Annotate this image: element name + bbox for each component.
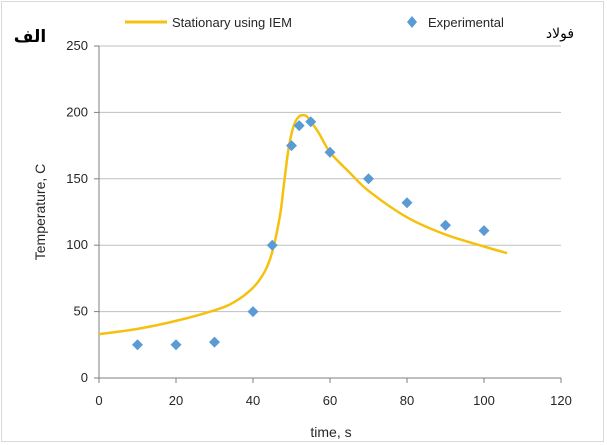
x-tick-label-80: 80: [400, 393, 414, 408]
x-tick-label-40: 40: [246, 393, 260, 408]
y-axis-title: Temperature, C: [32, 164, 48, 260]
data-point-1-8: [324, 146, 336, 158]
x-tick-label-120: 120: [550, 393, 572, 408]
x-tick-label-20: 20: [169, 393, 183, 408]
legend-label-scatter: Experimental: [428, 15, 504, 30]
data-point-1-9: [363, 173, 374, 185]
series-line-0: [98, 113, 508, 336]
y-tick-label-50: 50: [74, 304, 88, 319]
data-point-1-0: [132, 339, 143, 351]
data-point-1-10: [401, 197, 413, 209]
data-point-1-4: [266, 239, 278, 251]
data-point-1-1: [170, 339, 182, 351]
legend-label-line: Stationary using IEM: [172, 15, 292, 30]
tick-labels: 0 50 100 150 200 250 0 20 40 60 80 100 120: [66, 38, 572, 408]
data-point-1-11: [440, 219, 451, 231]
series-markers: [132, 116, 490, 351]
data-point-1-7: [305, 116, 317, 128]
data-point-1-6: [293, 120, 305, 132]
x-tick-label-0: 0: [95, 393, 102, 408]
x-axis-title: time, s: [310, 424, 351, 440]
data-point-1-12: [478, 225, 490, 237]
legend-swatch-diamond: [407, 16, 417, 28]
data-point-1-3: [247, 306, 259, 318]
y-tick-label-0: 0: [81, 370, 88, 385]
legend: Stationary using IEM Experimental: [125, 15, 504, 30]
gridlines: [99, 45, 561, 313]
y-tick-label-150: 150: [66, 171, 88, 186]
x-tick-label-100: 100: [473, 393, 495, 408]
data-point-1-2: [209, 336, 220, 348]
axes: [94, 45, 562, 383]
x-tick-label-60: 60: [323, 393, 337, 408]
series-lines: [98, 113, 508, 336]
y-tick-label-200: 200: [66, 104, 88, 119]
y-tick-label-250: 250: [66, 38, 88, 53]
y-tick-label-100: 100: [66, 237, 88, 252]
material-label: فولاد: [546, 26, 574, 42]
panel-label: الف: [14, 27, 46, 47]
data-point-1-5: [286, 140, 297, 152]
